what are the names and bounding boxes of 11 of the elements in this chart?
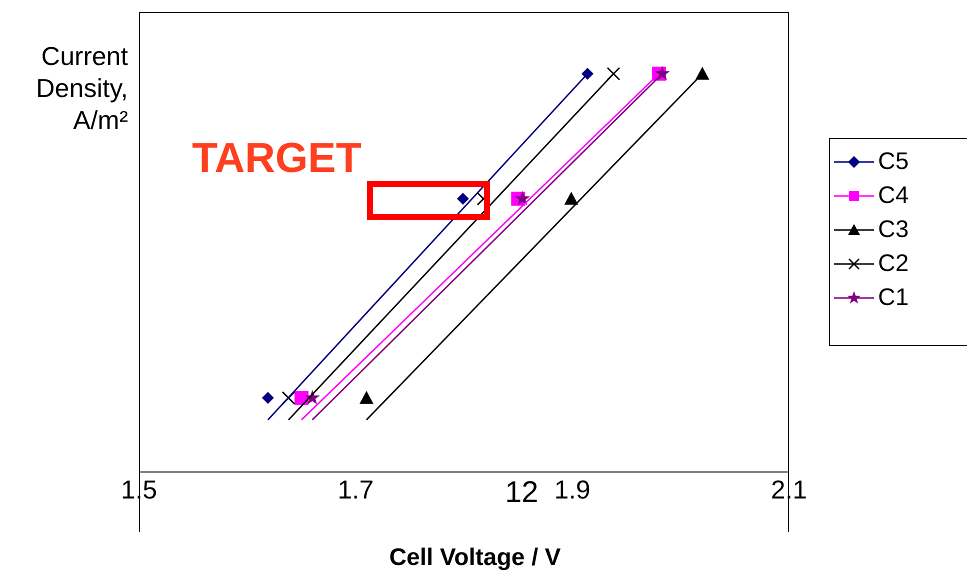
legend-label: C3 [878,216,909,244]
legend-label: C2 [878,250,909,278]
x-axis-title: Cell Voltage / V [388,544,562,572]
legend-label: C5 [878,148,909,176]
text: 12 [505,476,538,510]
x-tick-label: 1.9 [554,474,590,504]
annotation: TARGET [192,134,362,182]
legend-label: C1 [878,284,909,312]
legend-label: C4 [878,182,909,210]
x-tick-label: 1.7 [338,474,374,504]
y-axis-title: Current Density, A/m² [35,40,128,136]
